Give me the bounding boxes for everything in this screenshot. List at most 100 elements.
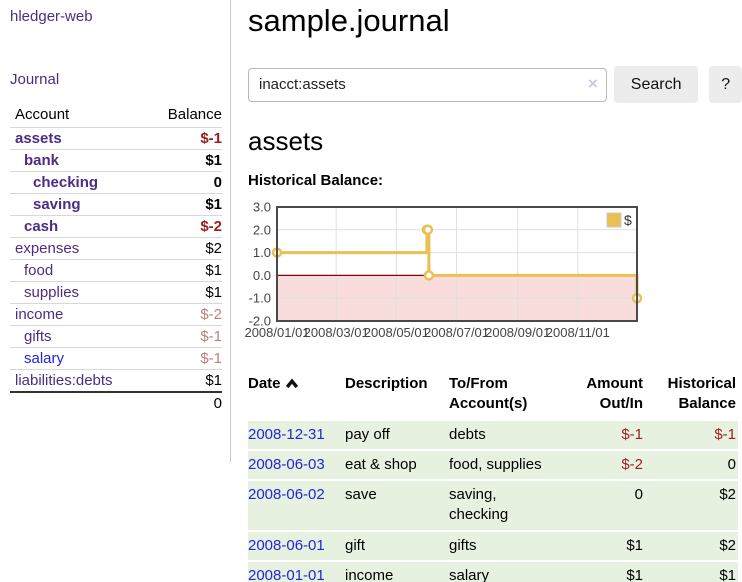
register-header-balance: Historical Balance xyxy=(667,375,736,413)
transaction-amount: 0 xyxy=(553,481,643,530)
account-balance: $1 xyxy=(148,369,222,392)
transaction-amount: $1 xyxy=(553,561,643,582)
account-row: gifts $-1 xyxy=(10,325,222,348)
svg-text:-1.0: -1.0 xyxy=(249,291,271,306)
account-row: bank $1 xyxy=(10,149,222,172)
account-balance: $-1 xyxy=(148,347,222,370)
chart-title: Historical Balance: xyxy=(248,172,384,189)
search-bar: × Search ? xyxy=(248,66,742,103)
transaction-description: eat & shop xyxy=(345,450,449,479)
svg-text:2008/01/01: 2008/01/01 xyxy=(244,325,309,340)
accounts-header-row: Account Balance xyxy=(10,103,222,128)
account-link[interactable]: expenses xyxy=(15,240,80,257)
account-link[interactable]: cash xyxy=(24,218,59,235)
svg-text:2008/03/01: 2008/03/01 xyxy=(304,325,369,340)
search-button[interactable]: Search xyxy=(613,66,699,103)
transaction-description: income xyxy=(345,561,449,582)
account-row: liabilities:debts $1 xyxy=(10,369,222,392)
register-header-row: Date Description To/From Account(s) Amou… xyxy=(248,372,738,419)
account-row: assets $-1 xyxy=(10,127,222,150)
register-row: 2008-12-31 pay off debts $-1 $-1 xyxy=(248,420,738,449)
svg-text:2008/09/01: 2008/09/01 xyxy=(485,325,550,340)
register-table: Date Description To/From Account(s) Amou… xyxy=(248,370,738,582)
svg-text:1.0: 1.0 xyxy=(253,245,271,260)
transaction-balance: 0 xyxy=(643,450,738,479)
account-balance: $-2 xyxy=(148,215,222,238)
sort-ascending-icon xyxy=(285,378,298,389)
transaction-balance: $1 xyxy=(643,561,738,582)
accounts-header-balance: Balance xyxy=(167,106,222,123)
chart-svg: 3.0 2.0 1.0 0.0 -1.0 -2.02008/01/012008/03/01… xyxy=(244,200,643,340)
transaction-accounts: debts xyxy=(449,420,553,449)
account-row: salary $-1 xyxy=(10,347,222,370)
register-row: 2008-06-01 gift gifts $1 $2 xyxy=(248,531,738,560)
transaction-balance: $2 xyxy=(643,481,738,530)
account-balance: $1 xyxy=(148,149,222,172)
account-row: food $1 xyxy=(10,259,222,282)
transaction-date-link[interactable]: 2008-06-03 xyxy=(248,455,325,473)
account-row: expenses $2 xyxy=(10,237,222,260)
transaction-accounts: saving, checking xyxy=(449,481,553,530)
transaction-date-link[interactable]: 2008-06-01 xyxy=(248,536,325,554)
account-balance: $1 xyxy=(148,193,222,216)
transaction-date-link[interactable]: 2008-06-02 xyxy=(248,486,325,503)
account-link[interactable]: checking xyxy=(33,174,99,191)
register-row: 2008-06-03 eat & shop food, supplies $-2 0 xyxy=(248,450,738,479)
page-title: sample.journal xyxy=(248,3,450,38)
help-button[interactable]: ? xyxy=(709,66,742,103)
transaction-accounts: gifts xyxy=(449,531,553,560)
account-heading: assets xyxy=(248,126,324,156)
search-input[interactable] xyxy=(248,67,607,102)
account-link[interactable]: saving xyxy=(33,196,81,213)
account-balance: $-2 xyxy=(148,303,222,326)
account-link[interactable]: salary xyxy=(24,350,65,367)
account-link[interactable]: bank xyxy=(24,152,60,169)
nav-journal-link[interactable]: Journal xyxy=(10,71,60,88)
transaction-description: pay off xyxy=(345,420,449,449)
account-link[interactable]: supplies xyxy=(24,284,80,301)
transaction-accounts: salary xyxy=(449,561,553,582)
chart-legend: $ xyxy=(606,212,632,228)
account-link[interactable]: assets xyxy=(15,130,62,147)
svg-text:0.0: 0.0 xyxy=(253,268,271,283)
svg-text:2008/07/01: 2008/07/01 xyxy=(424,325,489,340)
svg-text:2008/11/01: 2008/11/01 xyxy=(546,325,610,340)
account-balance: 0 xyxy=(148,171,222,194)
transaction-balance: $2 xyxy=(643,531,738,560)
account-link[interactable]: income xyxy=(15,306,64,323)
register-header-description: Description xyxy=(345,375,428,392)
account-balance: $-1 xyxy=(148,325,222,348)
transaction-date-link[interactable]: 2008-12-31 xyxy=(248,425,325,443)
brand-link[interactable]: hledger-web xyxy=(10,8,93,25)
legend-label: $ xyxy=(624,212,632,228)
register-header-accounts: To/From Account(s) xyxy=(449,375,528,413)
transaction-amount: $1 xyxy=(553,531,643,560)
account-balance: $-1 xyxy=(148,127,222,150)
clear-search-icon[interactable]: × xyxy=(587,73,598,93)
accounts-total-value: 0 xyxy=(148,391,222,414)
register-row: 2008-01-01 income salary $1 $1 xyxy=(248,561,738,582)
transaction-balance: $-1 xyxy=(643,420,738,449)
svg-text:-2.0: -2.0 xyxy=(249,314,271,329)
account-link[interactable]: food xyxy=(24,262,54,279)
account-row: checking 0 xyxy=(10,171,222,194)
register-header-amount: Amount Out/In xyxy=(586,375,643,413)
register-header-date[interactable]: Date xyxy=(248,372,345,419)
account-link[interactable]: liabilities:debts xyxy=(15,372,113,389)
account-row: cash $-2 xyxy=(10,215,222,238)
historical-balance-chart: 3.0 2.0 1.0 0.0 -1.0 -2.0 2008/01/01 2008/03/01… xyxy=(244,199,648,347)
sidebar: hledger-web Journal Account Balance asse… xyxy=(0,0,231,462)
accounts-table: Account Balance assets $-1 bank $1 checking 0… xyxy=(10,103,222,414)
transaction-date-link[interactable]: 2008-01-01 xyxy=(248,566,325,582)
transaction-accounts: food, supplies xyxy=(449,450,553,479)
account-balance: $2 xyxy=(148,237,222,260)
register-row: 2008-06-02 save saving, checking 0 $2 xyxy=(248,481,738,530)
legend-swatch xyxy=(606,212,622,228)
account-balance: $1 xyxy=(148,281,222,304)
transaction-amount: $-1 xyxy=(553,420,643,449)
account-row: income $-2 xyxy=(10,303,222,326)
svg-text:2.0: 2.0 xyxy=(253,222,271,237)
account-link[interactable]: gifts xyxy=(24,328,52,345)
account-row: saving $1 xyxy=(10,193,222,216)
